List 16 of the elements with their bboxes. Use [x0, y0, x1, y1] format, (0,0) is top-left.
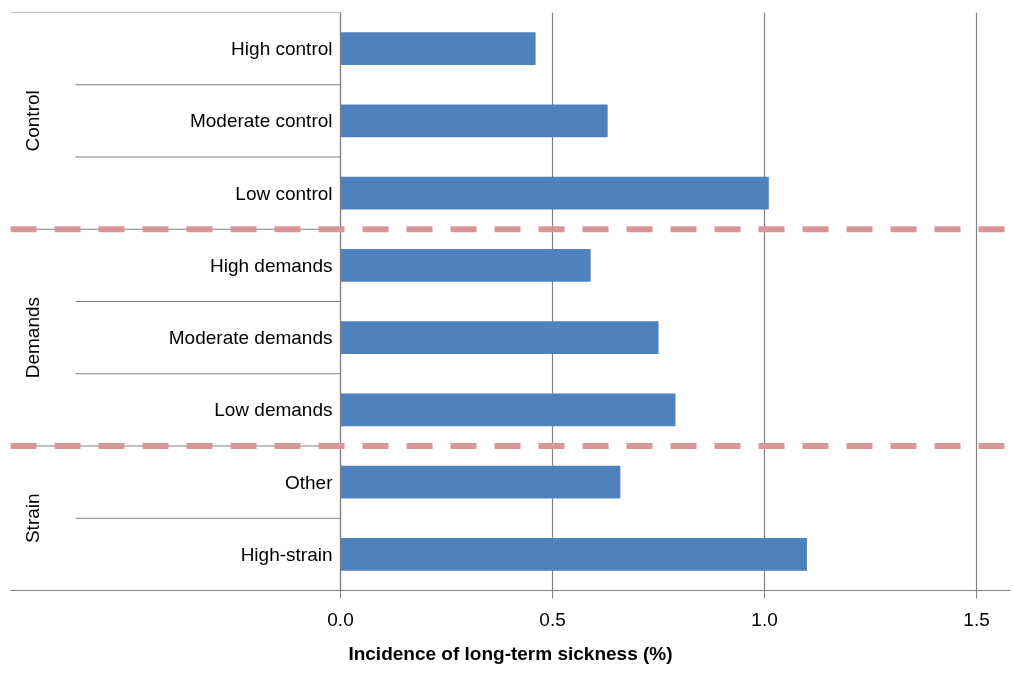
- y-tick-label: Moderate control: [189, 110, 333, 132]
- y-tick-label: Low control: [235, 182, 333, 204]
- x-tick-label: 1.0: [751, 608, 778, 630]
- x-tick-label: 0.0: [327, 608, 354, 630]
- text: Control: [22, 90, 43, 152]
- y-tick-label: High control: [231, 38, 333, 60]
- text: Demands: [22, 296, 43, 379]
- x-axis-title: Incidence of long-term sickness (%): [348, 642, 673, 664]
- y-tick-label: Moderate demands: [168, 327, 333, 349]
- y-tick-label: Low demands: [214, 399, 333, 421]
- text: Strain: [22, 493, 43, 544]
- y-tick-label: Other: [284, 471, 334, 493]
- x-tick-label: 1.5: [963, 608, 990, 630]
- y-tick-label: High-strain: [240, 543, 333, 565]
- x-tick-label: 0.5: [539, 608, 566, 630]
- y-tick-label: High demands: [209, 254, 333, 276]
